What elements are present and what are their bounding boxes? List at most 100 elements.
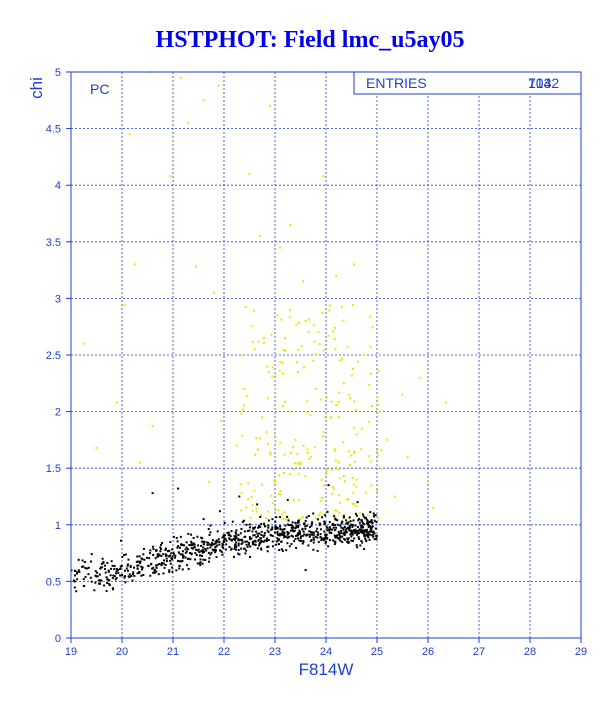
black-data-point: [350, 535, 353, 538]
yellow-data-point: [277, 493, 280, 496]
yellow-data-point: [282, 372, 285, 375]
x-tick-label: 21: [167, 646, 179, 658]
black-data-point: [162, 553, 165, 556]
black-data-point: [207, 560, 210, 563]
black-data-point: [256, 535, 259, 538]
black-data-point: [320, 537, 323, 540]
panel-label: PC: [90, 81, 109, 97]
yellow-data-point: [331, 492, 334, 495]
yellow-data-point: [352, 483, 355, 486]
yellow-data-point: [267, 442, 270, 445]
black-data-point: [206, 541, 209, 544]
black-data-point: [153, 568, 156, 571]
black-data-point: [287, 519, 290, 522]
yellow-data-point: [282, 348, 285, 351]
black-data-point: [301, 534, 304, 537]
black-data-point: [113, 564, 116, 567]
black-data-point: [343, 531, 346, 534]
black-data-point: [202, 558, 205, 561]
yellow-data-point: [239, 482, 242, 485]
black-data-point: [334, 536, 337, 539]
black-data-point: [214, 545, 217, 548]
yellow-data-point: [369, 372, 372, 375]
black-data-point: [244, 552, 247, 555]
black-data-point: [180, 560, 183, 563]
black-data-point: [208, 543, 211, 546]
yellow-data-point: [313, 340, 316, 343]
black-data-point: [224, 538, 227, 541]
black-data-point: [252, 534, 255, 537]
black-data-point: [359, 524, 362, 527]
yellow-data-point: [320, 478, 323, 481]
black-data-point: [264, 525, 267, 528]
black-data-point: [373, 532, 376, 535]
black-data-point: [168, 570, 171, 573]
yellow-data-point: [296, 453, 299, 456]
black-data-point: [367, 525, 370, 528]
black-data-point: [164, 549, 167, 552]
black-data-point: [212, 549, 215, 552]
black-data-point: [113, 575, 116, 578]
yellow-data-point: [194, 265, 197, 268]
yellow-data-point: [255, 437, 258, 440]
yellow-data-point: [318, 343, 321, 346]
black-data-point: [197, 544, 200, 547]
black-data-point: [201, 562, 204, 565]
black-data-point: [133, 574, 136, 577]
black-data-point: [239, 532, 242, 535]
black-data-point: [329, 528, 332, 531]
black-data-point: [280, 548, 283, 551]
yellow-data-point: [308, 457, 311, 460]
yellow-data-point: [371, 326, 374, 329]
black-data-point: [107, 569, 110, 572]
yellow-data-point: [360, 448, 363, 451]
black-data-point: [179, 553, 182, 556]
black-data-point: [158, 562, 161, 565]
black-data-point: [229, 535, 232, 538]
black-data-point: [348, 526, 351, 529]
yellow-data-point: [314, 387, 317, 390]
black-data-point: [107, 570, 110, 573]
yellow-data-point: [401, 393, 404, 396]
yellow-data-point: [207, 480, 210, 483]
black-data-point: [287, 536, 290, 539]
yellow-data-point: [274, 387, 277, 390]
black-data-point: [260, 541, 263, 544]
black-data-point: [120, 565, 123, 568]
black-data-point: [246, 545, 249, 548]
black-data-point: [269, 528, 272, 531]
black-data-point: [252, 527, 255, 530]
yellow-data-point: [309, 455, 312, 458]
yellow-data-point: [322, 175, 325, 178]
yellow-data-point: [337, 401, 340, 404]
yellow-data-point: [304, 320, 307, 323]
yellow-data-point: [322, 513, 325, 516]
yellow-data-point: [328, 304, 331, 307]
black-data-point: [355, 533, 358, 536]
black-data-point: [235, 532, 238, 535]
black-data-point: [225, 539, 228, 542]
yellow-data-point: [252, 509, 255, 512]
yellow-data-point: [278, 474, 281, 477]
black-data-point: [321, 537, 324, 540]
black-data-point: [372, 535, 375, 538]
y-tick-label: 0: [55, 633, 61, 645]
black-data-point: [366, 521, 369, 524]
yellow-data-point: [247, 482, 250, 485]
yellow-data-point: [380, 467, 383, 470]
black-data-point: [139, 562, 142, 565]
yellow-data-point: [319, 500, 322, 503]
black-data-point: [368, 533, 371, 536]
black-data-point: [178, 564, 181, 567]
black-data-point: [90, 553, 93, 556]
x-tick-label: 22: [218, 646, 230, 658]
black-data-point: [86, 567, 89, 570]
black-data-point: [160, 554, 163, 557]
black-data-point: [346, 522, 349, 525]
black-data-point: [173, 556, 176, 559]
black-data-point: [279, 516, 282, 519]
black-data-point: [129, 564, 132, 567]
black-data-point: [263, 531, 266, 534]
black-data-point: [326, 529, 329, 532]
black-data-point: [325, 540, 328, 543]
